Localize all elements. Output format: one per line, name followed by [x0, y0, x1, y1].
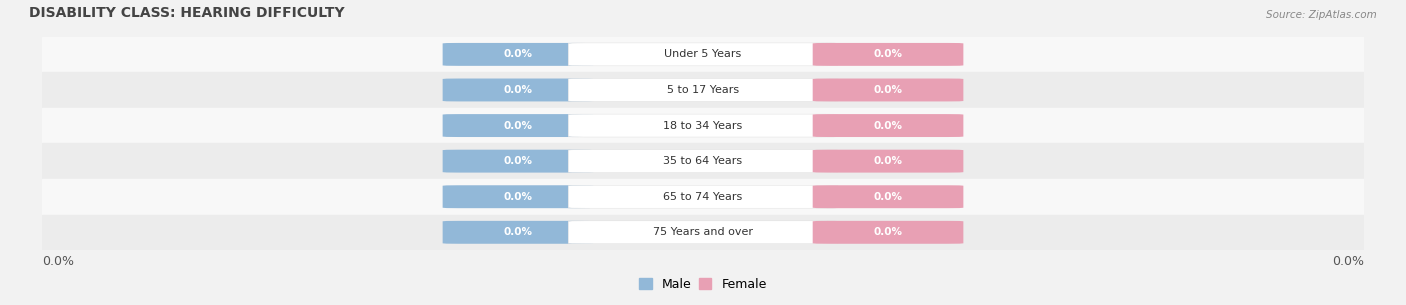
- Legend: Male, Female: Male, Female: [640, 278, 766, 291]
- Text: 0.0%: 0.0%: [503, 227, 533, 237]
- FancyBboxPatch shape: [813, 114, 963, 137]
- Text: 0.0%: 0.0%: [503, 85, 533, 95]
- Text: 0.0%: 0.0%: [873, 49, 903, 59]
- Text: 0.0%: 0.0%: [503, 192, 533, 202]
- FancyBboxPatch shape: [443, 150, 593, 173]
- FancyBboxPatch shape: [568, 114, 838, 137]
- FancyBboxPatch shape: [813, 43, 963, 66]
- FancyBboxPatch shape: [813, 78, 963, 102]
- Bar: [42, 72, 1364, 108]
- Text: 0.0%: 0.0%: [873, 85, 903, 95]
- Text: Source: ZipAtlas.com: Source: ZipAtlas.com: [1267, 9, 1376, 20]
- Text: 0.0%: 0.0%: [873, 227, 903, 237]
- Text: 0.0%: 0.0%: [503, 49, 533, 59]
- Text: 5 to 17 Years: 5 to 17 Years: [666, 85, 740, 95]
- FancyBboxPatch shape: [813, 185, 963, 208]
- Bar: [42, 143, 1364, 179]
- Text: 0.0%: 0.0%: [503, 156, 533, 166]
- FancyBboxPatch shape: [443, 78, 593, 102]
- Text: 0.0%: 0.0%: [873, 120, 903, 131]
- Text: 18 to 34 Years: 18 to 34 Years: [664, 120, 742, 131]
- FancyBboxPatch shape: [813, 221, 963, 244]
- Bar: [42, 108, 1364, 143]
- Text: 0.0%: 0.0%: [873, 156, 903, 166]
- FancyBboxPatch shape: [568, 43, 838, 66]
- FancyBboxPatch shape: [568, 185, 838, 208]
- FancyBboxPatch shape: [568, 78, 838, 102]
- Text: 0.0%: 0.0%: [873, 192, 903, 202]
- FancyBboxPatch shape: [443, 185, 593, 208]
- Text: 0.0%: 0.0%: [42, 255, 75, 268]
- Text: DISABILITY CLASS: HEARING DIFFICULTY: DISABILITY CLASS: HEARING DIFFICULTY: [30, 5, 344, 20]
- FancyBboxPatch shape: [813, 150, 963, 173]
- Text: 65 to 74 Years: 65 to 74 Years: [664, 192, 742, 202]
- Text: 0.0%: 0.0%: [503, 120, 533, 131]
- FancyBboxPatch shape: [443, 43, 593, 66]
- Text: 35 to 64 Years: 35 to 64 Years: [664, 156, 742, 166]
- Bar: [42, 179, 1364, 214]
- FancyBboxPatch shape: [568, 221, 838, 244]
- FancyBboxPatch shape: [443, 114, 593, 137]
- Bar: [42, 37, 1364, 72]
- FancyBboxPatch shape: [443, 221, 593, 244]
- Text: 75 Years and over: 75 Years and over: [652, 227, 754, 237]
- Text: Under 5 Years: Under 5 Years: [665, 49, 741, 59]
- Bar: [42, 214, 1364, 250]
- Text: 0.0%: 0.0%: [1331, 255, 1364, 268]
- FancyBboxPatch shape: [568, 150, 838, 173]
